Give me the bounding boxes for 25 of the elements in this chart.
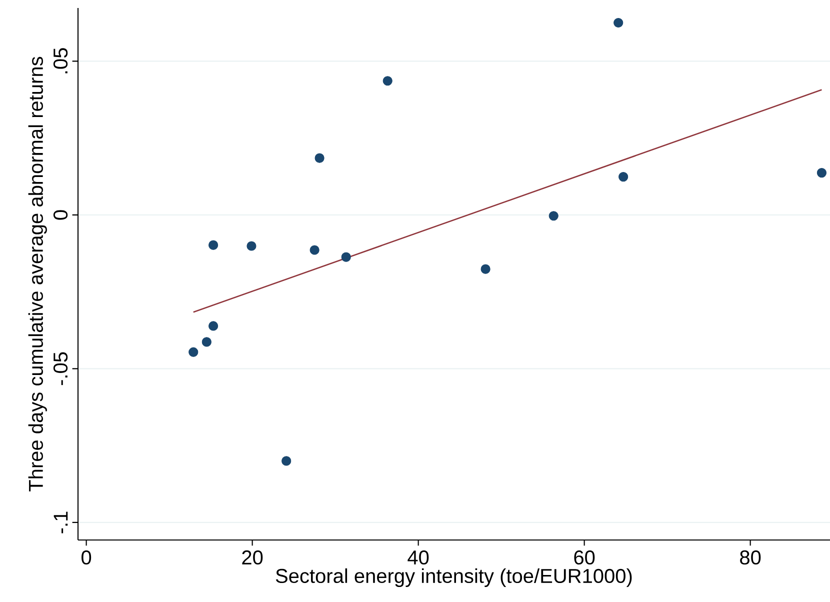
y-tick-label: -.1	[54, 512, 68, 534]
x-tick-label: 40	[408, 550, 429, 565]
point	[208, 240, 218, 250]
point	[341, 252, 351, 262]
x-axis-title: Sectoral energy intensity (toe/EUR1000)	[276, 568, 632, 587]
y-tick-label: 0	[53, 210, 68, 220]
y-tick-label: -.05	[53, 352, 68, 386]
point	[202, 337, 212, 347]
y-tick-label: .05	[53, 48, 68, 74]
point	[188, 347, 198, 357]
y-axis-title: Three days cumulative average abnormal returns	[28, 56, 47, 492]
x-tick-label: 60	[574, 550, 595, 565]
point	[314, 153, 324, 163]
point	[480, 264, 490, 274]
x-tick-label: 20	[242, 550, 263, 565]
point	[618, 172, 628, 182]
point	[382, 76, 392, 86]
point	[208, 321, 218, 331]
x-tick-label: 0	[82, 550, 92, 565]
point	[614, 18, 624, 28]
point	[282, 456, 292, 466]
x-tick-label: 80	[740, 550, 761, 565]
point	[310, 245, 320, 255]
point	[246, 241, 256, 251]
point	[548, 211, 558, 221]
